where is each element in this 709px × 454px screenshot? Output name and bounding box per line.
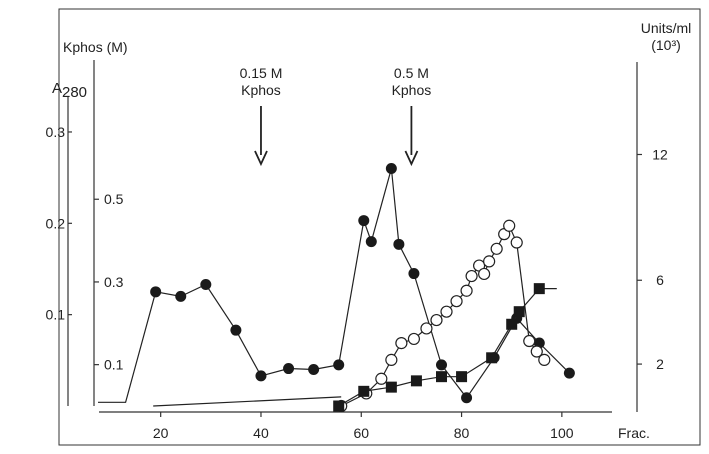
absorbance-point (200, 279, 212, 291)
activity-square-point (436, 371, 448, 383)
activity-open-point (483, 255, 496, 268)
activity-open-point (385, 353, 398, 366)
units-axis-label-line1: Units/ml (641, 20, 692, 36)
kphos-axis-label: Kphos (M) (63, 39, 128, 55)
gradient-annotation-concentration: 0.5 M (394, 65, 429, 81)
activity-open-point (460, 284, 473, 297)
activity-open-point (523, 334, 536, 348)
kphos-tick-label: 0.5 (104, 191, 124, 207)
units-tick-label: 12 (652, 146, 668, 162)
absorbance-point (283, 363, 295, 375)
a280-tick-label: 0.3 (46, 124, 66, 140)
axes-layer: 0.1 0.2 0.3 0.1 0.3 0.5 2 6 12 20 40 60 80 100 (46, 60, 668, 441)
activity-open-point (407, 332, 421, 346)
series-kphos-none (153, 396, 342, 407)
activity-open-point (538, 353, 551, 366)
absorbance-point (385, 163, 397, 175)
a280-tick-label: 0.1 (46, 307, 66, 323)
gradient-annotation-label: Kphos (241, 82, 281, 98)
absorbance-point (255, 370, 267, 382)
activity-open-point (430, 313, 443, 327)
x-tick-label: 20 (153, 425, 169, 441)
x-tick-label: 60 (353, 425, 369, 441)
activity-square-point (533, 283, 545, 295)
activity-square-point (506, 318, 518, 330)
activity-square-point (456, 371, 468, 383)
series-line-none (153, 396, 342, 407)
activity-open-point (440, 305, 453, 318)
absorbance-point (393, 238, 405, 250)
kphos-tick-label: 0.1 (104, 357, 124, 373)
chart-frame (58, 8, 701, 446)
absorbance-point (365, 236, 377, 248)
activity-square-point (486, 352, 498, 364)
activity-open-point (510, 236, 523, 249)
units-tick-label: 6 (656, 272, 664, 288)
absorbance-point (308, 363, 320, 375)
absorbance-point (436, 359, 448, 371)
x-tick-label: 100 (550, 425, 574, 441)
gradient-annotation-label: Kphos (392, 82, 432, 98)
activity-open-point (395, 337, 408, 350)
a280-tick-label: 0.2 (46, 215, 66, 231)
x-axis-label: Frac. (618, 425, 650, 441)
series-units-open-circle (335, 219, 551, 413)
activity-open-point (478, 267, 491, 281)
absorbance-point (563, 367, 575, 379)
activity-square-point (385, 381, 397, 393)
absorbance-point (150, 286, 162, 298)
absorbance-point (358, 215, 370, 227)
activity-square-point (410, 375, 422, 387)
series-line-open-circle (340, 224, 545, 407)
activity-square-point (333, 400, 345, 412)
absorbance-point (461, 392, 473, 404)
activity-open-point (450, 295, 463, 308)
gradient-arrow-head (404, 150, 419, 167)
activity-open-point (503, 219, 516, 232)
gradient-arrow-head (254, 150, 268, 167)
activity-open-point (490, 242, 503, 255)
gradient-annotation-concentration: 0.15 M (240, 65, 283, 81)
absorbance-point (175, 290, 187, 302)
activity-open-point (530, 345, 543, 358)
absorbance-point (230, 324, 242, 336)
units-tick-label: 2 (656, 356, 664, 372)
series-units-filled-square (333, 283, 557, 412)
activity-square-point (358, 385, 370, 397)
activity-open-point (375, 372, 388, 385)
x-tick-label: 80 (454, 425, 470, 441)
a280-axis-label-subscript: 280 (62, 84, 87, 101)
series-layer (98, 163, 575, 413)
x-tick-label: 40 (253, 425, 269, 441)
kphos-tick-label: 0.3 (104, 274, 124, 290)
series-a280-filled-circle (98, 163, 575, 404)
activity-open-point (465, 269, 478, 283)
activity-open-point (420, 322, 433, 335)
series-line-filled-circle (98, 168, 570, 403)
absorbance-point (408, 268, 420, 280)
absorbance-point (333, 359, 345, 371)
units-axis-label-line2: (10³) (651, 37, 681, 53)
activity-square-point (513, 306, 525, 318)
a280-axis-label: A (52, 80, 62, 97)
